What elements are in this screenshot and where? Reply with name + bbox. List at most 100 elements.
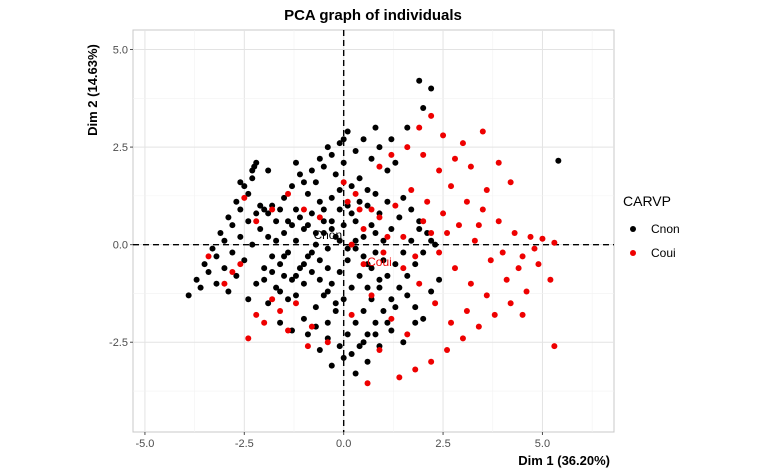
point-cnon <box>277 288 284 295</box>
centroid-label-cnon: Cnon <box>313 228 342 242</box>
x-tick-label: -2.5 <box>235 438 254 450</box>
point-coui <box>463 198 470 205</box>
point-cnon <box>372 190 379 197</box>
point-cnon <box>265 233 272 240</box>
point-coui <box>495 218 502 225</box>
point-coui <box>507 179 514 186</box>
point-cnon <box>400 249 407 256</box>
point-cnon <box>245 190 252 197</box>
point-cnon <box>273 237 280 244</box>
point-coui <box>432 300 439 307</box>
y-axis-title: Dim 2 (14.63%) <box>85 44 100 136</box>
point-coui <box>360 261 367 268</box>
point-coui <box>376 214 383 221</box>
legend-title: CARVP <box>623 193 671 209</box>
point-coui <box>253 311 260 318</box>
point-cnon <box>348 210 355 217</box>
point-cnon <box>237 206 244 213</box>
point-cnon <box>245 296 252 303</box>
point-coui <box>416 124 423 131</box>
point-cnon <box>193 276 200 283</box>
point-coui <box>229 268 236 275</box>
point-cnon <box>416 226 423 233</box>
point-cnon <box>555 157 562 164</box>
point-cnon <box>292 272 299 279</box>
point-cnon <box>312 304 319 311</box>
point-cnon <box>432 241 439 248</box>
point-coui <box>436 249 443 256</box>
point-cnon <box>241 183 248 190</box>
point-coui <box>380 249 387 256</box>
legend-key-cnon <box>630 226 636 232</box>
point-coui <box>551 343 558 350</box>
series-cnon <box>185 77 562 377</box>
point-cnon <box>336 187 343 194</box>
point-cnon <box>352 370 359 377</box>
point-cnon <box>237 179 244 186</box>
point-coui <box>428 229 435 236</box>
point-cnon <box>336 140 343 147</box>
point-cnon <box>281 194 288 201</box>
point-cnon <box>253 210 260 217</box>
point-coui <box>316 214 323 221</box>
point-coui <box>376 163 383 170</box>
point-cnon <box>332 171 339 178</box>
point-cnon <box>336 206 343 213</box>
point-cnon <box>420 315 427 322</box>
point-coui <box>475 323 482 330</box>
point-cnon <box>292 206 299 213</box>
point-cnon <box>324 144 331 151</box>
point-coui <box>241 194 248 201</box>
point-coui <box>440 210 447 217</box>
point-cnon <box>340 296 347 303</box>
point-cnon <box>376 144 383 151</box>
point-cnon <box>352 319 359 326</box>
point-coui <box>285 190 292 197</box>
point-cnon <box>296 265 303 272</box>
point-coui <box>237 261 244 268</box>
point-coui <box>245 335 252 342</box>
point-cnon <box>308 268 315 275</box>
point-cnon <box>249 241 256 248</box>
point-coui <box>404 331 411 338</box>
point-cnon <box>400 194 407 201</box>
centroid-label-coui: Coui <box>367 255 392 269</box>
point-cnon <box>277 319 284 326</box>
point-cnon <box>368 265 375 272</box>
point-coui <box>368 292 375 299</box>
x-tick-label: -5.0 <box>135 438 154 450</box>
point-cnon <box>292 237 299 244</box>
point-cnon <box>348 284 355 291</box>
point-coui <box>479 128 486 135</box>
point-cnon <box>340 159 347 166</box>
point-coui <box>448 183 455 190</box>
point-coui <box>463 308 470 315</box>
point-cnon <box>408 237 415 244</box>
point-coui <box>507 300 514 307</box>
point-coui <box>483 187 490 194</box>
point-cnon <box>344 257 351 264</box>
point-cnon <box>316 347 323 354</box>
point-cnon <box>300 226 307 233</box>
point-cnon <box>249 175 256 182</box>
points-layer <box>185 77 562 387</box>
point-cnon <box>209 245 216 252</box>
point-cnon <box>316 198 323 205</box>
point-coui <box>551 239 558 246</box>
point-cnon <box>304 222 311 229</box>
y-tick-label: 2.5 <box>113 142 128 154</box>
point-coui <box>495 159 502 166</box>
point-coui <box>356 206 363 213</box>
point-coui <box>459 335 466 342</box>
point-cnon <box>221 237 228 244</box>
grid-layer <box>132 29 615 433</box>
point-coui <box>285 327 292 334</box>
point-cnon <box>360 136 367 143</box>
point-coui <box>396 374 403 381</box>
point-cnon <box>388 327 395 334</box>
point-coui <box>416 280 423 287</box>
point-coui <box>531 245 538 252</box>
point-cnon <box>332 308 339 315</box>
point-cnon <box>300 179 307 186</box>
